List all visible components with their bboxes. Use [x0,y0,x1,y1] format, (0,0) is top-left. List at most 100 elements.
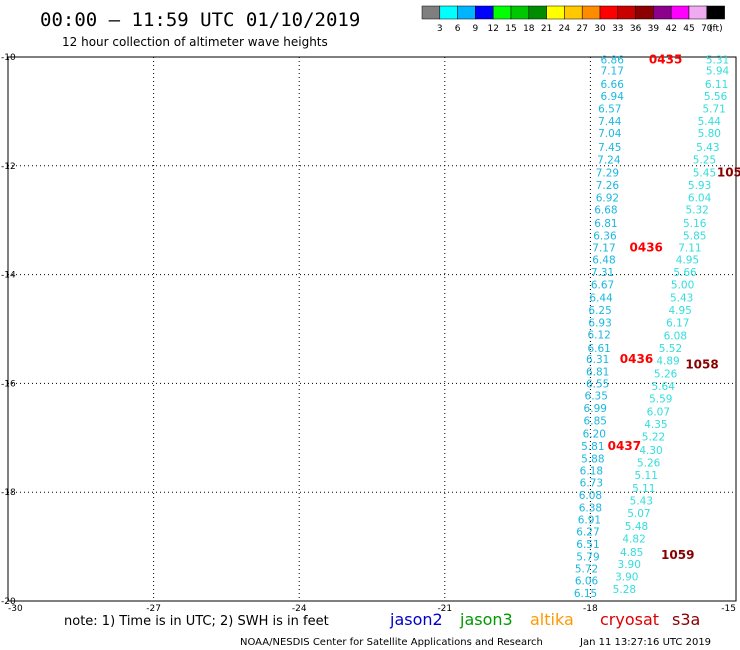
x-tick-label: -18 [583,604,598,614]
wave-height-value: 6.61 [587,343,610,355]
wave-height-value: 6.66 [601,79,625,91]
wave-height-value: 5.44 [698,116,722,128]
x-tick-label: -24 [292,604,307,614]
wave-height-value: 7.45 [598,142,621,154]
wave-height-value: 5.85 [683,230,706,242]
wave-height-value: 6.99 [584,403,607,415]
pass-time-label: 1057 [717,165,740,179]
wave-height-value: 6.86 [601,55,625,67]
pass-time-label: 1058 [685,357,718,371]
wave-height-value: 5.48 [625,521,648,533]
colorbar-swatch [599,5,619,20]
wave-height-value: 5.11 [635,470,658,482]
wave-height-value: 5.22 [642,432,665,444]
wave-height-value: 6.36 [593,230,617,242]
wave-height-value: 5.72 [575,563,598,575]
wave-height-value: 5.94 [706,66,730,78]
wave-height-value: 5.43 [670,292,693,304]
wave-height-value: 7.31 [591,267,614,279]
satellite-legend: jason2 jason3 altika cryosat s3a [389,610,700,629]
colorbar-swatch [653,5,672,20]
wave-height-value: 6.31 [586,354,609,366]
wave-height-value: 5.26 [654,369,678,381]
wave-height-value: 5.71 [702,104,725,116]
colorbar-label: 45 [683,24,694,34]
timestamp-text: Jan 11 13:27:16 UTC 2019 [579,637,711,648]
colorbar-label: 33 [612,24,623,34]
wave-height-value: 7.17 [592,242,615,254]
wave-height-value: 3.90 [618,559,641,571]
colorbar-swatch [439,5,458,20]
wave-height-value: 7.44 [598,116,622,128]
wave-height-value: 6.44 [589,292,613,304]
legend-altika: altika [530,610,574,629]
legend-cryosat: cryosat [600,610,659,629]
chart-title: 00:00 – 11:59 UTC 01/10/2019 [40,9,360,31]
colorbar-label: 30 [594,24,606,34]
wave-height-value: 6.68 [594,204,617,216]
wave-height-value: 7.11 [678,242,701,254]
wave-height-value: 6.15 [574,588,597,600]
colorbar-label: 27 [576,24,587,34]
colorbar-swatch [475,5,494,20]
wave-height-value: 6.25 [588,305,611,317]
y-tick-label: -20 [1,597,16,607]
colorbar-label: 39 [648,24,660,34]
colorbar-swatch [546,5,565,20]
colorbar-label: 24 [559,24,571,34]
wave-height-value: 4.89 [656,356,679,368]
wave-height-value: 6.20 [583,428,606,440]
wave-height-value: 6.38 [579,502,602,514]
wave-height-value: 5.28 [613,584,636,596]
wave-height-value: 5.66 [673,267,697,279]
wave-height-value: 6.92 [596,192,619,204]
legend-jason2: jason2 [389,610,443,629]
colorbar-label: 15 [505,24,516,34]
wave-height-value: 6.04 [688,192,712,204]
wave-height-value: 3.90 [615,572,638,584]
wave-height-value: 6.94 [601,91,625,103]
x-tick-label: -15 [721,604,736,614]
colorbar-label: 70 [701,24,713,34]
wave-height-value: 5.81 [581,441,604,453]
colorbar-swatch [617,5,636,20]
colorbar-label: 6 [455,24,461,34]
wave-height-value: 6.08 [664,331,687,343]
wave-height-value: 6.81 [586,366,609,378]
colorbar-label: 42 [665,24,676,34]
wave-height-value: 4.35 [644,419,667,431]
wave-height-value: 6.11 [705,79,728,91]
wave-height-value: 6.18 [580,465,603,477]
wave-height-value: 7.29 [596,167,619,179]
colorbar-swatch [688,5,708,20]
wave-height-value: 6.85 [584,415,607,427]
wave-height-value: 5.52 [659,343,682,355]
x-tick-label: -30 [8,604,23,614]
x-tick-label: -27 [146,604,161,614]
wave-height-value: 6.81 [594,218,617,230]
plot-area: -30 -27 -24 -21 -18 -15-10-12-14-16-18-206.86… [1,53,740,614]
wave-height-value: 5.11 [632,483,655,495]
colorbar-swatch [670,5,690,20]
colorbar: 3 6 9 12 15 18 21 24 27 30 33 36 39 42 45 70(ft) [421,5,725,34]
wave-height-value: 6.67 [591,279,614,291]
wave-height-value: 6.93 [588,317,611,329]
colorbar-swatch [421,5,441,20]
wave-height-value: 5.26 [637,457,661,469]
colorbar-swatch [492,5,512,20]
wave-height-value: 6.73 [580,477,603,489]
wave-height-value: 6.08 [579,490,602,502]
wave-height-value: 5.07 [627,508,650,520]
wave-height-value: 5.43 [630,495,653,507]
plot-frame [7,56,737,602]
wave-height-value: 5.45 [693,167,716,179]
chart-subtitle: 12 hour collection of altimeter wave hei… [62,35,328,49]
colorbar-label: 36 [630,24,642,34]
pass-time-label: 1059 [661,548,694,562]
wave-height-value: 5.43 [696,142,719,154]
wave-height-value: 7.04 [598,128,622,140]
colorbar-label: 9 [473,24,479,34]
pass-time-label: 0437 [608,439,641,453]
wave-height-value: 5.25 [693,154,716,166]
